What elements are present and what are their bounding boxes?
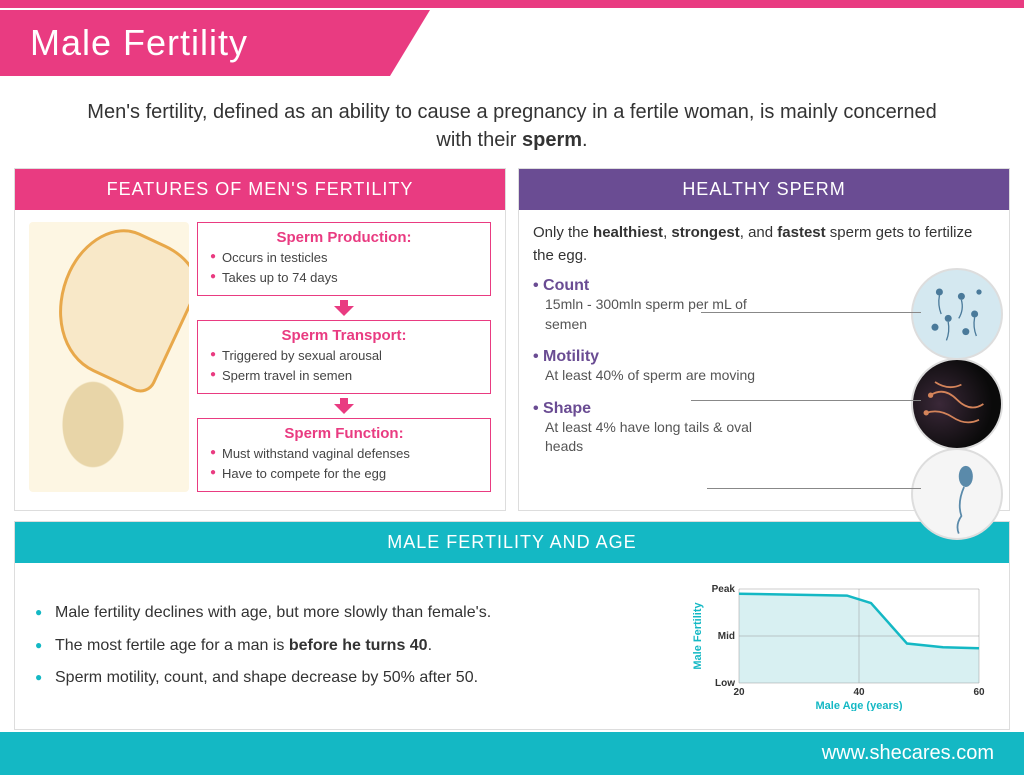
connector-line xyxy=(707,488,921,489)
svg-text:Male Age (years): Male Age (years) xyxy=(815,700,902,711)
feature-list: Triggered by sexual arousalSperm travel … xyxy=(208,346,480,385)
svg-text:Mid: Mid xyxy=(718,631,735,642)
feature-title: Sperm Production: xyxy=(208,229,480,246)
footer: www.shecares.com xyxy=(0,732,1024,775)
connector-line xyxy=(701,312,921,313)
connector-line xyxy=(691,400,921,401)
feature-boxes: Sperm Production: Occurs in testiclesTake… xyxy=(197,222,491,498)
feature-box: Sperm Transport: Triggered by sexual arou… xyxy=(197,320,491,394)
healthy-body: Only the healthiest, strongest, and fast… xyxy=(519,210,1009,510)
svg-text:Male Fertility: Male Fertility xyxy=(692,602,704,670)
shape-image xyxy=(911,448,1003,540)
subtitle-pre: Men's fertility, defined as an ability t… xyxy=(87,101,936,151)
feature-item: Have to compete for the egg xyxy=(208,464,480,484)
features-panel: FEATURES OF MEN'S FERTILITY Sperm Produc… xyxy=(14,168,506,511)
feature-list: Occurs in testiclesTakes up to 74 days xyxy=(208,248,480,287)
top-stripe xyxy=(0,0,1024,8)
feature-list: Must withstand vaginal defensesHave to c… xyxy=(208,444,480,483)
feature-title: Sperm Transport: xyxy=(208,327,480,344)
page-title: Male Fertility xyxy=(30,22,380,64)
feature-item: Triggered by sexual arousal xyxy=(208,346,480,366)
feature-item: Takes up to 74 days xyxy=(208,268,480,288)
age-panel: MALE FERTILITY AND AGE Male fertility de… xyxy=(14,521,1010,730)
healthy-panel: HEALTHY SPERM Only the healthiest, stron… xyxy=(518,168,1010,511)
arrow-down-icon xyxy=(197,398,491,414)
features-body: Sperm Production: Occurs in testiclesTake… xyxy=(15,210,505,510)
age-chart: Peak Mid Low20 40 60 Male Fertility Male Age (… xyxy=(689,581,989,711)
features-header: FEATURES OF MEN'S FERTILITY xyxy=(15,169,505,210)
motility-image xyxy=(911,358,1003,450)
feature-item: Sperm travel in semen xyxy=(208,366,480,386)
arrow-down-icon xyxy=(197,300,491,316)
svg-text:40: 40 xyxy=(853,687,865,698)
subtitle-post: . xyxy=(582,129,588,151)
feature-box: Sperm Function: Must withstand vaginal de… xyxy=(197,418,491,492)
svg-text:20: 20 xyxy=(733,687,745,698)
age-body: Male fertility declines with age, but mo… xyxy=(15,563,1009,729)
age-header: MALE FERTILITY AND AGE xyxy=(15,522,1009,563)
feature-item: Occurs in testicles xyxy=(208,248,480,268)
feature-box: Sperm Production: Occurs in testiclesTake… xyxy=(197,222,491,296)
two-column-row: FEATURES OF MEN'S FERTILITY Sperm Produc… xyxy=(0,168,1024,521)
feature-item: Must withstand vaginal defenses xyxy=(208,444,480,464)
age-bullets: Male fertility declines with age, but mo… xyxy=(35,597,669,694)
healthy-intro: Only the healthiest, strongest, and fast… xyxy=(533,222,995,267)
count-image xyxy=(911,268,1003,360)
healthy-item-desc: At least 40% of sperm are moving xyxy=(545,366,785,386)
age-bullet: Male fertility declines with age, but mo… xyxy=(35,597,669,629)
healthy-item-desc: At least 4% have long tails & oval heads xyxy=(545,418,785,457)
feature-title: Sperm Function: xyxy=(208,425,480,442)
healthy-header: HEALTHY SPERM xyxy=(519,169,1009,210)
age-bullet: The most fertile age for a man is before… xyxy=(35,630,669,662)
svg-text:Peak: Peak xyxy=(712,584,736,595)
subtitle-bold: sperm xyxy=(522,129,582,151)
title-banner: Male Fertility xyxy=(0,10,430,76)
svg-text:60: 60 xyxy=(973,687,985,698)
age-bullet: Sperm motility, count, and shape decreas… xyxy=(35,662,669,694)
subtitle: Men's fertility, defined as an ability t… xyxy=(0,80,1024,168)
healthy-item-desc: 15mln - 300mln sperm per mL of semen xyxy=(545,295,785,334)
header-region: Male Fertility xyxy=(0,0,1024,80)
anatomy-illustration xyxy=(29,222,189,492)
svg-text:Low: Low xyxy=(715,678,735,689)
